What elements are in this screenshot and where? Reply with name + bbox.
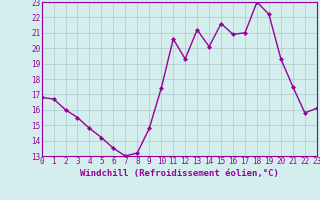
X-axis label: Windchill (Refroidissement éolien,°C): Windchill (Refroidissement éolien,°C) <box>80 169 279 178</box>
